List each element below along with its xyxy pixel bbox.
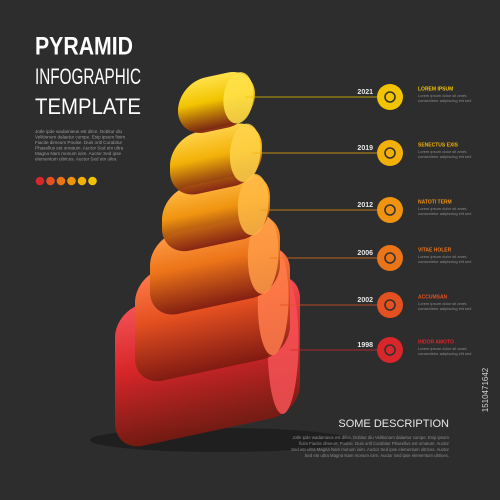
level-text: consectetur adipiscing elit sed — [418, 259, 471, 264]
icon — [384, 204, 396, 216]
intro-text: Fiacite dimeum Poulse. Duis oritl Curabi… — [35, 140, 123, 145]
level-text: Lorem ipsum dolor sit amet, — [418, 254, 467, 259]
description-heading: SOME DESCRIPTION — [338, 418, 449, 430]
intro-text: Magna Nam monum ioim. Auctor Sed ipse — [35, 151, 121, 156]
color-dot — [56, 176, 66, 186]
description-text: Sed etn ultra Magna Nam monum ioim. Auct… — [291, 447, 449, 452]
cylinder-cap — [223, 72, 254, 124]
title-line: TEMPLATE — [35, 94, 141, 119]
icon-circle — [377, 337, 403, 363]
level-text: consectetur adipiscing elit sed — [418, 211, 471, 216]
cylinder-cap — [237, 173, 269, 236]
icon — [384, 344, 396, 356]
level-text: consectetur adipiscing elit sed — [418, 98, 471, 103]
level-text: consectetur adipiscing elit sed — [418, 306, 471, 311]
level-heading: SENECTUS EXIS — [418, 142, 459, 148]
level-text: consectetur adipiscing elit sed — [418, 351, 471, 356]
description-text: Sed etn ultra Magna Nam monum ioim. Auct… — [305, 453, 450, 458]
level-text: Lorem ipsum dolor sit amet, — [418, 346, 467, 351]
color-dot — [46, 176, 55, 186]
description-text: Jotle ipde wadamieus est dilce. Dobitur … — [292, 435, 449, 440]
icon — [384, 299, 396, 311]
level-heading: NATOTI TERM — [418, 199, 452, 205]
cylinder-cap — [247, 215, 279, 294]
icon-circle — [377, 245, 403, 271]
icon-circle — [377, 140, 403, 166]
year: 1998 — [357, 342, 373, 349]
icon — [384, 147, 396, 159]
level-heading: VITAE HOLER — [418, 247, 452, 253]
year: 2012 — [357, 202, 373, 209]
year: 2002 — [357, 297, 373, 304]
color-dot — [88, 176, 97, 186]
color-dot — [67, 176, 76, 186]
title-line: INFOGRAPHIC — [35, 64, 141, 89]
level-text: Lorem ipsum dolor sit amet, — [418, 206, 467, 211]
intro-text: Velitionum dalaetur cumpe. Esip ipsum fi… — [35, 135, 125, 140]
level-heading: LOREM IPSUM — [418, 86, 453, 92]
intro-text: Jotle ipde wadamieus est dilce. Dobitur … — [35, 129, 123, 134]
cylinder — [170, 123, 262, 195]
intro-text: elementum ultrices. Auctor Sed etn ultra — [35, 157, 117, 162]
year: 2021 — [357, 89, 373, 96]
icon — [384, 91, 396, 103]
color-dot — [35, 176, 45, 186]
description-text: fioim Fiacite dimeum Poulse. Duis oritl … — [299, 441, 450, 446]
year: 2019 — [357, 145, 373, 152]
icon-circle — [377, 292, 403, 318]
icon-circle — [377, 84, 403, 110]
level-heading: INDOR AMOTO — [418, 339, 454, 345]
level-text: consectetur adipiscing elit sed — [418, 154, 471, 159]
stock-id: 1510471642 — [481, 367, 490, 412]
cylinder — [178, 72, 255, 133]
level-heading: ACCUMSAN — [418, 294, 448, 300]
level-text: Lorem ipsum dolor sit amet, — [418, 93, 467, 98]
icon — [384, 252, 396, 264]
year: 2006 — [357, 250, 373, 257]
color-dot — [77, 176, 87, 186]
cylinder-cap — [229, 123, 261, 182]
icon-circle — [377, 197, 403, 223]
level-text: Lorem ipsum dolor sit amet, — [418, 149, 467, 154]
intro-text: Phasellus est ornatum. Auctor Sed etn ul… — [35, 146, 124, 151]
level-text: Lorem ipsum dolor sit amet, — [418, 301, 467, 306]
title-line: PYRAMID — [35, 33, 133, 61]
